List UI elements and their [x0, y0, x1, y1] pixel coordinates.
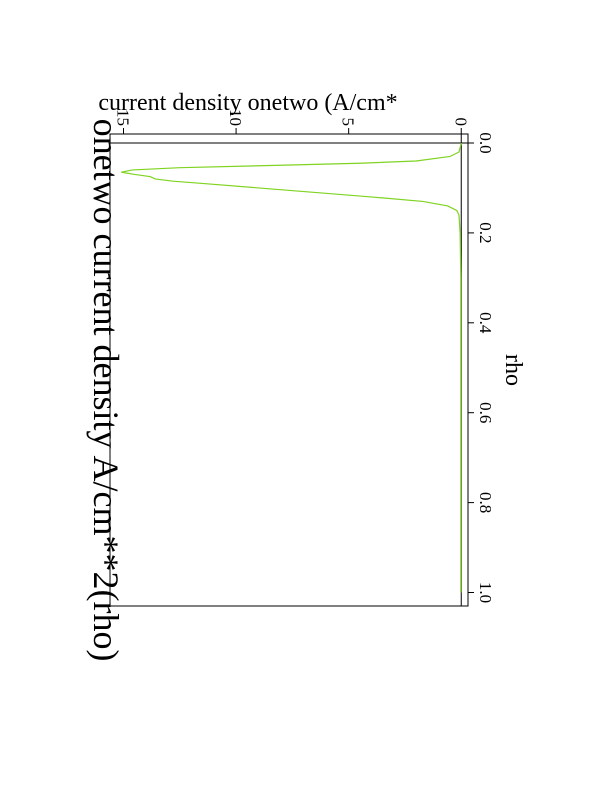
x-axis-label: rho — [500, 354, 526, 386]
reference-lines — [110, 134, 468, 606]
x-tick-label: 0.6 — [476, 402, 495, 423]
x-tick-label: 0.2 — [476, 222, 495, 243]
series-line — [121, 142, 462, 593]
chart-title: onetwo current density A/cm**2(rho) — [86, 119, 126, 662]
x-tick-label: 0.8 — [476, 492, 495, 513]
y-tick-label: 10 — [226, 109, 245, 126]
y-tick-label: 5 — [339, 118, 358, 127]
y-tick-label: 0 — [451, 118, 470, 127]
y-axis-ticks: 0 5 10 15 — [114, 109, 470, 134]
x-tick-label: 1.0 — [476, 582, 495, 603]
x-tick-label: 0.4 — [476, 312, 495, 334]
y-axis-label: current density onetwo (A/cm* — [98, 90, 397, 116]
y-tick-label: 15 — [114, 109, 133, 126]
x-tick-label: 0.0 — [476, 132, 495, 153]
plot-frame — [109, 133, 469, 607]
x-axis-ticks: 0.0 0.2 0.4 0.6 0.8 1.0 — [468, 132, 495, 603]
